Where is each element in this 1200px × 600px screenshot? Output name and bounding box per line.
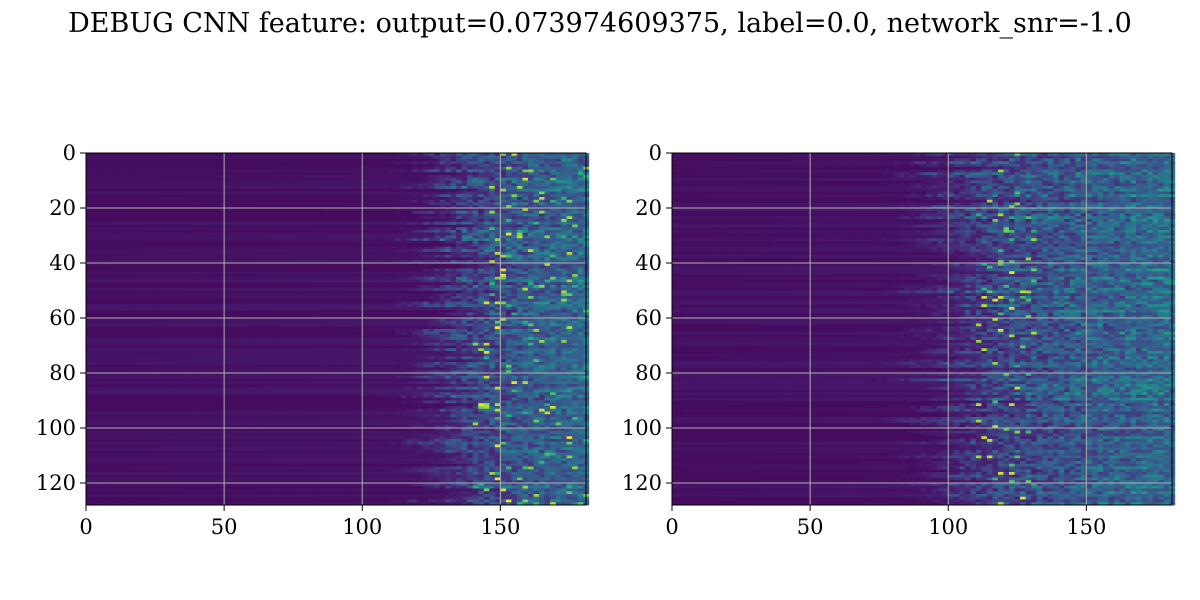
heatmap-panel-right: 0 50 100 150 0 20 40 60 80 100 120 [622, 141, 1176, 539]
y-tick-label: 80 [635, 361, 662, 385]
axes-frame [671, 152, 1173, 506]
y-tick-label: 100 [36, 416, 76, 440]
y-tick-label: 120 [36, 471, 76, 495]
y-tick-label: 0 [649, 141, 662, 165]
x-tick-label: 150 [480, 515, 520, 539]
y-tick-label: 120 [622, 471, 662, 495]
y-tick-label: 40 [49, 251, 76, 275]
heatmap-cells [672, 153, 1176, 506]
y-tick-label: 40 [635, 251, 662, 275]
x-tick-label: 50 [797, 515, 824, 539]
x-tick-label: 150 [1066, 515, 1106, 539]
x-tick-label: 100 [928, 515, 968, 539]
axes-frame [85, 152, 587, 506]
y-tick-label: 20 [635, 196, 662, 220]
y-tick-label: 0 [63, 141, 76, 165]
x-tick-label: 0 [79, 515, 92, 539]
heatmap-panel-left: 0 50 100 150 0 20 40 60 80 100 120 [36, 141, 590, 539]
x-tick-label: 50 [211, 515, 238, 539]
x-tick-label: 100 [342, 515, 382, 539]
y-tick-label: 60 [635, 306, 662, 330]
y-tick-label: 20 [49, 196, 76, 220]
y-tick-label: 60 [49, 306, 76, 330]
y-tick-label: 100 [622, 416, 662, 440]
y-tick-label: 80 [49, 361, 76, 385]
x-tick-label: 0 [665, 515, 678, 539]
figure-title: DEBUG CNN feature: output=0.073974609375… [68, 8, 1132, 39]
